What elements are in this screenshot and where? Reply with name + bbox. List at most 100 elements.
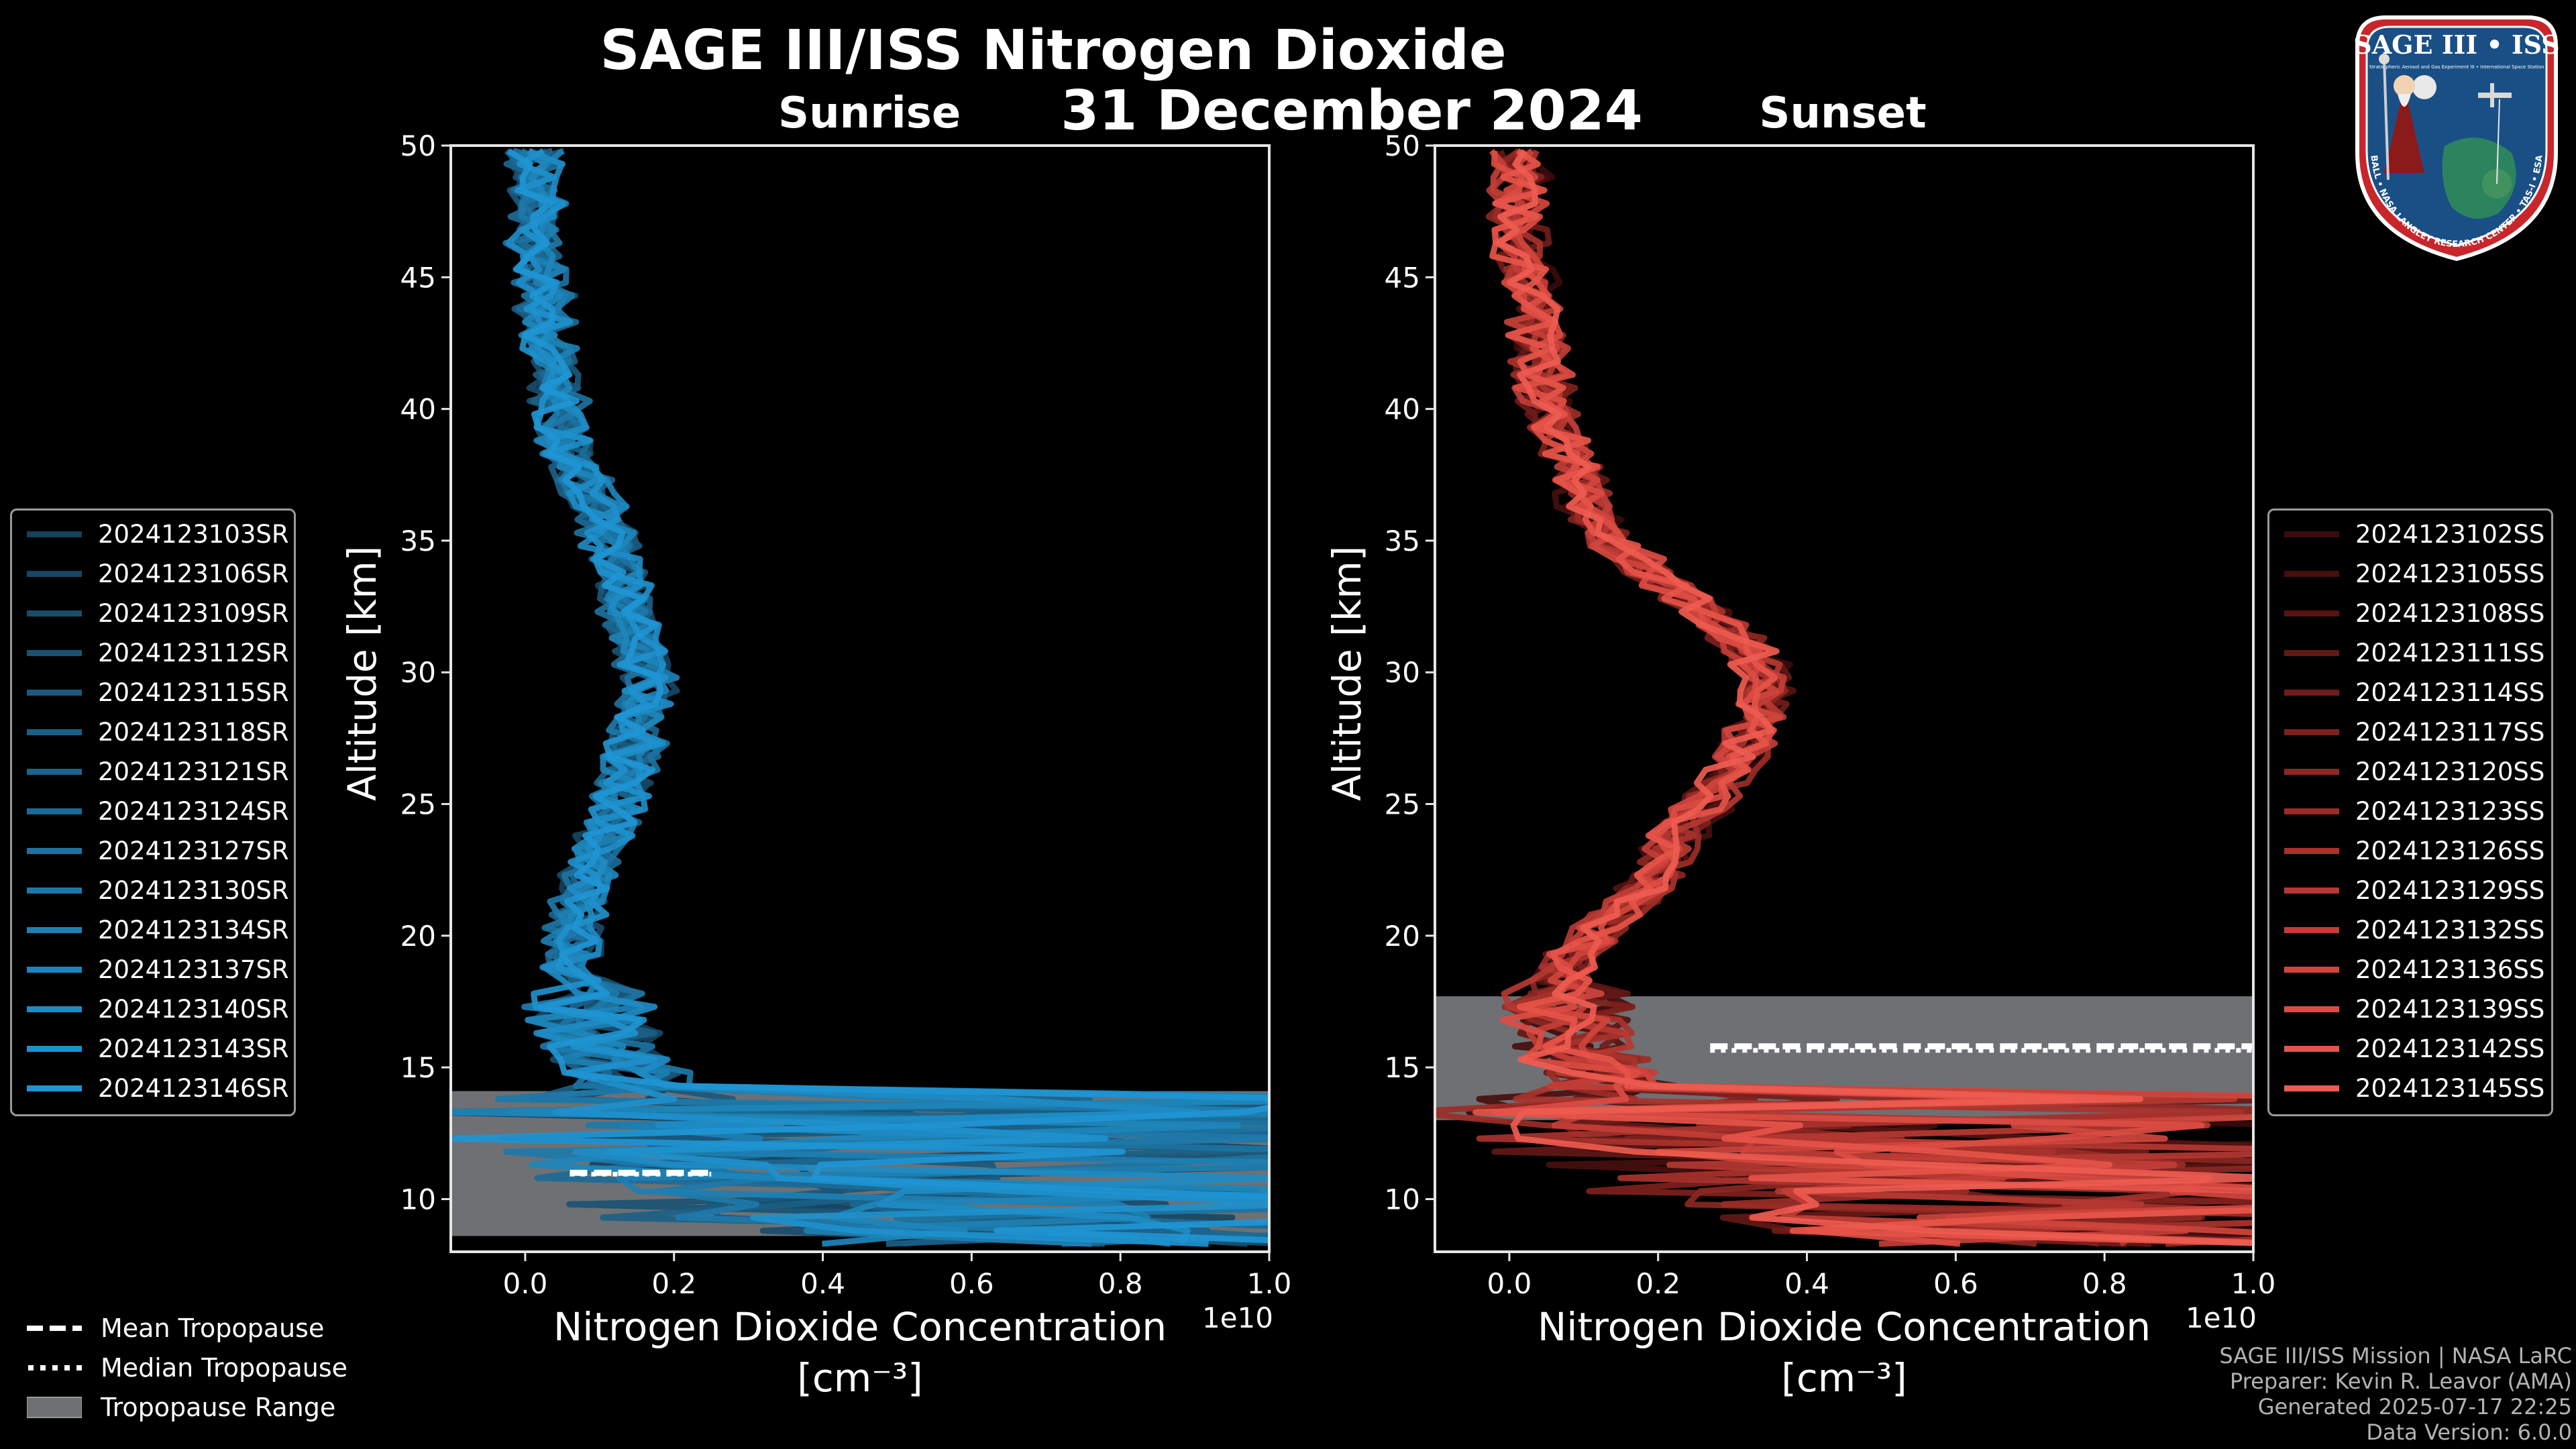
legend-label: 2024123112SR [98,639,289,667]
legend-swatch [27,848,82,854]
legend-item: 2024123124SR [12,792,294,831]
legend-label: 2024123129SS [2355,876,2545,905]
x-tick-label: 0.2 [1635,1267,1680,1300]
legend-item: 2024123102SS [2269,515,2551,554]
legend-swatch [2284,927,2339,933]
legend-item: 2024123134SR [12,910,294,950]
legend-label: 2024123143SR [98,1034,289,1063]
legend-item: 2024123126SS [2269,831,2551,871]
legend-item: 2024123115SR [12,673,294,712]
figure-title: SAGE III/ISS Nitrogen Dioxide [600,19,1507,83]
legend-item: 2024123137SR [12,950,294,989]
plot-frame [1434,144,2255,1253]
y-tick-label: 30 [1385,656,1420,689]
legend-item: 2024123106SR [12,554,294,594]
credit-version: Data Version: 6.0.0 [2366,1419,2572,1445]
legend-label: 2024123142SS [2355,1034,2545,1063]
legend-item: 2024123129SS [2269,871,2551,910]
legend-item: 2024123146SR [12,1069,294,1108]
y-tick-label: 25 [1385,788,1420,821]
legend-swatch [2284,967,2339,973]
legend-label: 2024123132SS [2355,916,2545,945]
legend-swatch [27,967,82,973]
x-tick-label: 0.4 [800,1267,845,1300]
legend-label: 2024123130SR [98,876,289,905]
dashed-line-swatch [27,1325,82,1331]
x-tick-label: 0.6 [1933,1267,1978,1300]
legend-swatch [27,650,82,656]
legend-label: 2024123134SR [98,916,289,945]
dotted-line-swatch [28,1364,82,1371]
legend-swatch [2284,571,2339,577]
legend-item: 2024123108SS [2269,594,2551,633]
legend-label: 2024123146SR [98,1074,289,1103]
x-tick-label: 1.0 [1247,1267,1292,1300]
legend-swatch [2284,610,2339,616]
profile-line-2024123145SS [1496,149,2253,1246]
y-tick-label: 25 [400,788,436,821]
legend-label: 2024123136SS [2355,955,2545,984]
legend-label: 2024123140SR [98,995,289,1024]
legend-label: 2024123124SR [98,797,289,826]
profile-line-2024123142SS [1472,148,2253,1246]
credit-generated: Generated 2025-07-17 22:25 [2257,1394,2572,1419]
profile-line-2024123139SS [1491,150,2253,1247]
legend-swatch [27,888,82,894]
y-tick-label: 50 [1385,129,1420,162]
sunset-xlabel: Nitrogen Dioxide Concentration [1537,1304,2151,1350]
sunset-panel-title: Sunset [1759,89,1927,138]
legend-item: 2024123117SS [2269,712,2551,752]
legend-label: Median Tropopause [101,1352,347,1383]
y-tick-label: 35 [1385,525,1420,557]
logo-title: SAGE III • ISS [2353,30,2559,60]
plot-frame [449,144,1271,1253]
credit-preparer: Preparer: Kevin R. Leavor (AMA) [2229,1368,2572,1394]
sunrise-legend: 2024123103SR 2024123106SR 2024123109SR 2024… [10,508,296,1116]
legend-item: 2024123130SR [12,871,294,910]
iss-icon [2478,83,2512,107]
y-tick-label: 15 [1385,1051,1420,1084]
legend-label: 2024123103SR [98,520,289,549]
y-tick-label: 10 [1385,1183,1420,1216]
legend-label: 2024123123SS [2355,797,2545,826]
sunset-offset-text: 1e10 [2186,1301,2257,1334]
legend-swatch [2284,848,2339,854]
legend-item: 2024123103SR [12,515,294,554]
legend-label: 2024123109SR [98,599,289,628]
y-tick-label: 45 [400,261,436,294]
profile-line-2024123137SR [451,148,1269,1247]
legend-item: 2024123132SS [2269,910,2551,950]
x-tick-label: 1.0 [2231,1267,2276,1300]
x-tick-label: 0.6 [949,1267,994,1300]
y-tick-label: 10 [400,1183,436,1216]
legend-label: 2024123105SS [2355,559,2545,588]
moon-icon [2412,75,2436,99]
legend-label: 2024123120SS [2355,757,2545,786]
legend-swatch [2284,1006,2339,1012]
profile-lines [451,148,1269,1247]
sunrise-xlabel: Nitrogen Dioxide Concentration [553,1304,1167,1350]
legend-label: 2024123127SR [98,837,289,865]
legend-swatch [2284,531,2339,537]
credit-mission: SAGE III/ISS Mission | NASA LaRC [2219,1343,2572,1368]
logo-subtitle: Stratospheric Aerosol and Gas Experiment… [2369,64,2544,70]
legend-item: 2024123145SS [2269,1069,2551,1108]
legend-label: 2024123115SR [98,678,289,707]
sunrise-panel: 0.0 0.2 0.4 0.6 0.8 1.0 10 15 20 25 30 35 40 45 50 [400,129,1292,1300]
legend-label: 2024123145SS [2355,1074,2545,1103]
legend-tropopause-range: Tropopause Range [27,1387,347,1427]
legend-item: 2024123143SR [12,1029,294,1069]
legend-label: 2024123114SS [2355,678,2545,707]
sunrise-offset-text: 1e10 [1202,1301,1274,1334]
legend-swatch [2284,650,2339,656]
legend-item: 2024123120SS [2269,752,2551,792]
legend-label: Tropopause Range [101,1392,336,1422]
credits: SAGE III/ISS Mission | NASA LaRC Prepare… [2219,1343,2572,1445]
legend-swatch [27,1046,82,1052]
legend-item: 2024123121SR [12,752,294,792]
legend-item: 2024123118SR [12,712,294,752]
legend-item: 2024123109SR [12,594,294,633]
sunset-panel: 0.0 0.2 0.4 0.6 0.8 1.0 10 15 20 25 30 35 40 45 50 [1385,129,2276,1300]
legend-label: 2024123108SS [2355,599,2545,628]
